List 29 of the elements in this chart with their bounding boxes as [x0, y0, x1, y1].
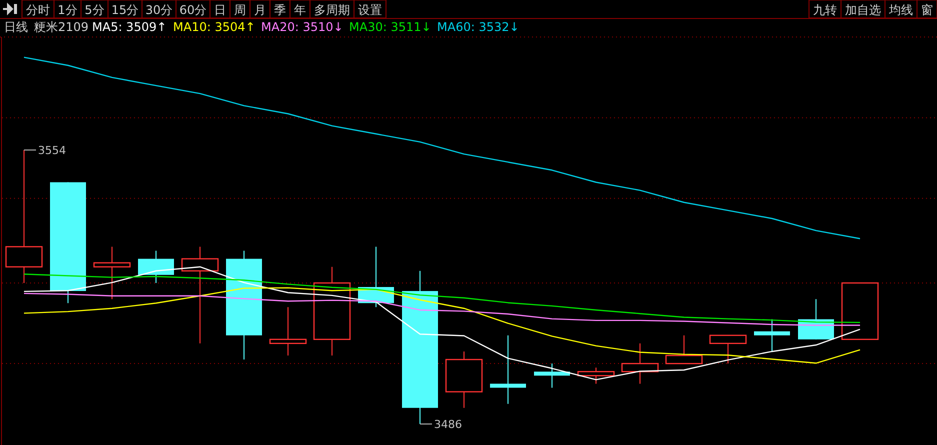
annotation: 3554	[38, 144, 66, 157]
text: MA30: 3511↓	[349, 20, 432, 34]
text: 年	[294, 3, 306, 17]
text: 日	[214, 3, 226, 17]
text: 1分	[58, 3, 78, 17]
text: MA60: 3532↓	[437, 20, 520, 34]
text: 加自选	[845, 3, 881, 17]
chart-subtitle: 粳米2109	[34, 20, 89, 34]
text: 30分	[145, 3, 173, 17]
candlestick	[269, 306, 307, 356]
text: 月	[254, 3, 266, 17]
text: 分时	[26, 3, 50, 17]
annotation: 3486	[434, 418, 462, 431]
text: 多周期	[314, 3, 350, 17]
text: 60分	[179, 3, 207, 17]
text: MA10: 3504↑	[173, 20, 256, 34]
text: 九转	[813, 3, 837, 17]
text: 周	[234, 3, 246, 17]
chart-title: 日线	[4, 20, 28, 34]
text: 设置	[358, 3, 382, 17]
text: 5分	[84, 3, 104, 17]
text: 15分	[111, 3, 139, 17]
text: 窗	[921, 3, 933, 17]
text: 均线	[888, 3, 913, 17]
text: MA20: 3510↓	[261, 20, 344, 34]
text: MA5: 3509↑	[92, 20, 167, 34]
candlestick	[93, 246, 131, 300]
text: 季	[274, 3, 286, 17]
candlestick	[577, 367, 615, 384]
